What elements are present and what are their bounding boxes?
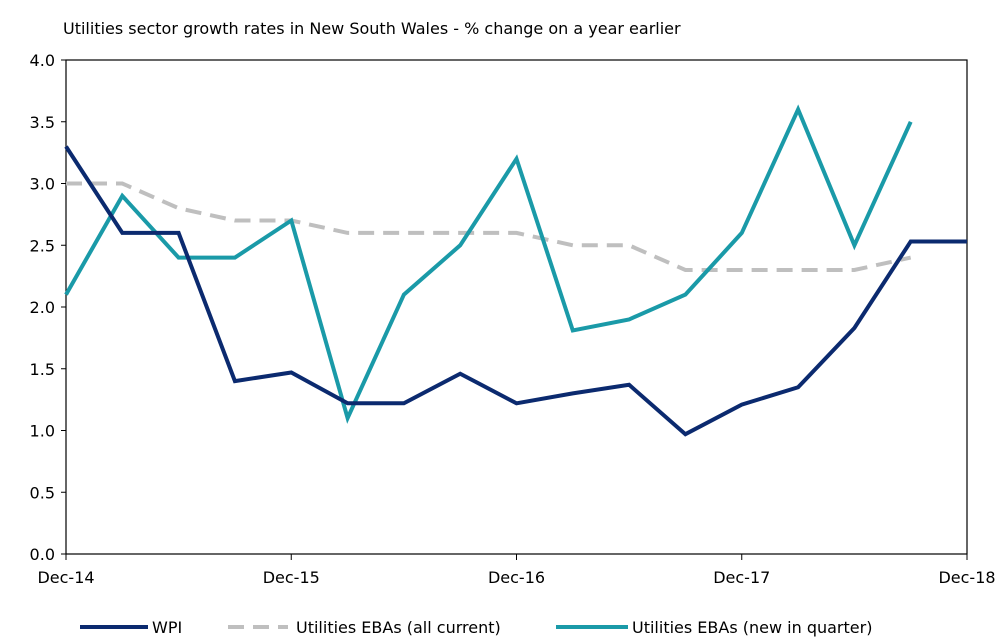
y-tick-label: 1.0: [30, 422, 55, 441]
legend-label: Utilities EBAs (all current): [296, 618, 501, 637]
series-line-utilities-ebas-new-in-quarter: [64, 104, 913, 424]
x-tick-label: Dec-15: [263, 568, 320, 587]
y-tick-label: 0.5: [30, 483, 55, 502]
chart-title: Utilities sector growth rates in New Sou…: [63, 19, 681, 38]
x-tick-label: Dec-17: [713, 568, 770, 587]
legend: WPI Utilities EBAs (all current) Utilities…: [80, 618, 872, 637]
plot-area: 0.0 0.5 1.0 1.5 2.0 2.5 3.0 3.5 4.0 Dec-14 Dec-15 D…: [30, 51, 996, 587]
legend-label: WPI: [152, 618, 182, 637]
y-tick-label: 2.5: [30, 236, 55, 255]
y-tick-label: 0.0: [30, 545, 55, 564]
x-tick-label: Dec-14: [37, 568, 94, 587]
y-tick-label: 2.0: [30, 298, 55, 317]
x-tick-label: Dec-18: [938, 568, 995, 587]
plot-frame: [65, 59, 968, 555]
legend-label: Utilities EBAs (new in quarter): [632, 618, 872, 637]
series-line-wpi: [64, 145, 967, 437]
y-tick-label: 4.0: [30, 51, 55, 70]
y-tick-label: 1.5: [30, 360, 55, 379]
y-tick-label: 3.5: [30, 113, 55, 132]
y-tick-label: 3.0: [30, 175, 55, 194]
series-line-utilities-ebas-all-current: [66, 181, 912, 272]
x-tick-label: Dec-16: [488, 568, 545, 587]
